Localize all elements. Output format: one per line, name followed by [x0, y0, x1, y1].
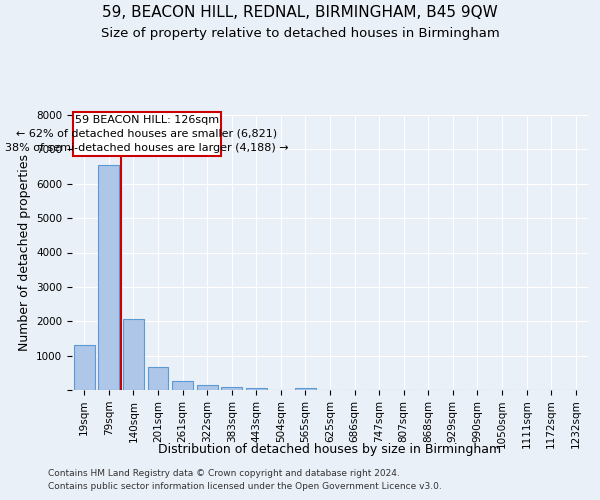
- Text: 59 BEACON HILL: 126sqm
← 62% of detached houses are smaller (6,821)
38% of semi-: 59 BEACON HILL: 126sqm ← 62% of detached…: [5, 114, 289, 152]
- Bar: [172, 380, 193, 390]
- Text: Contains public sector information licensed under the Open Government Licence v3: Contains public sector information licen…: [48, 482, 442, 491]
- Bar: [246, 388, 267, 390]
- Bar: [98, 165, 119, 390]
- Y-axis label: Number of detached properties: Number of detached properties: [17, 154, 31, 351]
- FancyBboxPatch shape: [73, 112, 221, 156]
- Bar: [221, 386, 242, 390]
- Text: Contains HM Land Registry data © Crown copyright and database right 2024.: Contains HM Land Registry data © Crown c…: [48, 468, 400, 477]
- Bar: [197, 385, 218, 390]
- Text: 59, BEACON HILL, REDNAL, BIRMINGHAM, B45 9QW: 59, BEACON HILL, REDNAL, BIRMINGHAM, B45…: [102, 5, 498, 20]
- Bar: [74, 346, 95, 390]
- Bar: [148, 366, 169, 390]
- Bar: [123, 318, 144, 390]
- Bar: [295, 388, 316, 390]
- Text: Distribution of detached houses by size in Birmingham: Distribution of detached houses by size …: [158, 442, 502, 456]
- Text: Size of property relative to detached houses in Birmingham: Size of property relative to detached ho…: [101, 28, 499, 40]
